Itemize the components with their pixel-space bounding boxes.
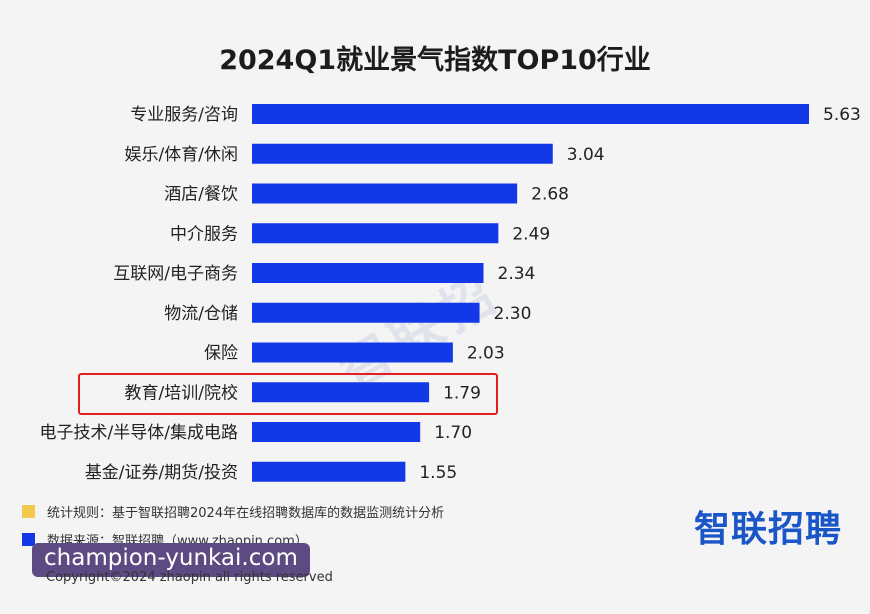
- bar: [252, 422, 421, 442]
- value-label: 2.34: [498, 264, 536, 284]
- value-label: 2.68: [531, 185, 569, 205]
- bar: [252, 183, 518, 204]
- category-label: 保险: [204, 344, 238, 364]
- bar: [252, 342, 453, 363]
- bar: [252, 461, 406, 482]
- value-label: 2.30: [494, 304, 532, 324]
- category-label: 娱乐/体育/休闲: [125, 145, 238, 165]
- site-watermark-badge: champion-yunkai.com: [32, 543, 310, 577]
- brand-logo: 智联招聘: [694, 509, 843, 550]
- bar: [252, 223, 499, 244]
- bar-chart: 专业服务/咨询 5.63 娱乐/体育/休闲 3.04 酒店/餐饮 2.68 中介服务 2.49…: [40, 104, 861, 483]
- value-label: 3.04: [567, 145, 605, 165]
- bar: [252, 104, 809, 124]
- bar: [252, 382, 430, 403]
- chart-title: 2024Q1就业景气指数TOP10行业: [219, 45, 651, 76]
- rule-text: 统计规则：基于智联招聘2024年在线招聘数据库的数据监测统计分析: [47, 506, 445, 521]
- category-label: 酒店/餐饮: [164, 185, 238, 205]
- category-label: 教育/培训/院校: [125, 383, 238, 403]
- value-label: 5.63: [823, 105, 861, 125]
- source-swatch: [22, 533, 35, 546]
- note-rule: 统计规则：基于智联招聘2024年在线招聘数据库的数据监测统计分析: [22, 502, 444, 521]
- category-label: 物流/仓储: [164, 304, 238, 324]
- category-label: 专业服务/咨询: [130, 105, 238, 125]
- value-label: 1.79: [443, 383, 481, 403]
- category-label: 互联网/电子商务: [113, 264, 238, 284]
- value-label: 2.03: [467, 344, 505, 364]
- highlight-box: [78, 373, 498, 415]
- category-label: 中介服务: [170, 224, 238, 244]
- value-label: 1.70: [434, 423, 472, 443]
- bar: [252, 302, 480, 323]
- value-label: 1.55: [419, 463, 457, 483]
- copyright-text: Copyright©2024 zhaopin all rights reserv…: [46, 570, 333, 585]
- rule-swatch: [22, 505, 35, 518]
- value-label: 2.49: [512, 224, 550, 244]
- bar: [252, 143, 553, 164]
- bar: [252, 263, 484, 283]
- category-label: 电子技术/半导体/集成电路: [40, 423, 238, 443]
- category-label: 基金/证券/期货/投资: [85, 463, 238, 483]
